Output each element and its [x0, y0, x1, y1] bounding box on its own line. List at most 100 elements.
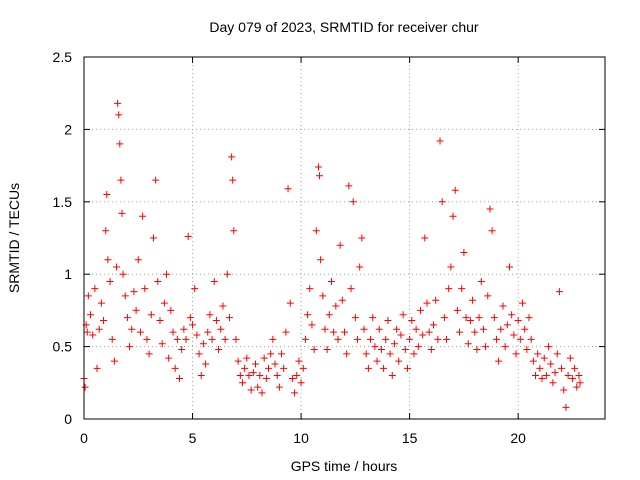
y-tick-label: 1 — [64, 266, 72, 282]
data-point — [371, 343, 379, 351]
data-point — [367, 335, 375, 343]
data-point — [238, 379, 246, 387]
data-point — [197, 372, 205, 380]
data-point — [103, 191, 111, 199]
y-tick-label: 0.5 — [53, 339, 73, 355]
data-point — [458, 285, 466, 293]
data-point — [81, 383, 89, 391]
grid-lines — [84, 57, 605, 419]
data-point — [97, 299, 105, 307]
data-point — [316, 172, 324, 180]
data-point — [110, 357, 118, 365]
data-point — [358, 234, 366, 242]
data-point — [282, 328, 290, 336]
data-point — [91, 285, 99, 293]
data-point — [208, 335, 216, 343]
data-point — [119, 270, 127, 278]
data-point — [260, 354, 268, 362]
data-point — [388, 372, 396, 380]
y-axis-label: SRMTID / TECUs — [6, 183, 22, 293]
chart-title: Day 079 of 2023, SRMTID for receiver chu… — [209, 19, 479, 35]
data-point — [118, 209, 126, 217]
data-point — [451, 186, 459, 194]
data-point — [327, 277, 335, 285]
data-point — [191, 285, 199, 293]
data-point — [204, 328, 212, 336]
data-point — [403, 364, 411, 372]
plot-frame — [83, 56, 606, 420]
data-point — [456, 328, 464, 336]
data-point — [425, 328, 433, 336]
data-point — [145, 350, 153, 358]
data-point — [229, 176, 237, 184]
data-point — [538, 374, 546, 382]
data-point — [147, 311, 155, 319]
data-point — [243, 354, 251, 362]
data-point — [310, 345, 318, 353]
data-point — [523, 345, 531, 353]
data-point — [308, 321, 316, 329]
data-point — [319, 292, 327, 300]
data-point — [221, 335, 229, 343]
data-point — [258, 389, 266, 397]
data-point — [438, 198, 446, 206]
data-point — [173, 335, 181, 343]
data-point — [547, 360, 555, 368]
axis-ticks: 0 5 10 15 20 0 0.5 1 1.5 2 2.5 — [53, 49, 605, 446]
data-point — [488, 227, 496, 235]
data-point — [351, 314, 359, 322]
data-point — [312, 227, 320, 235]
data-point — [169, 328, 177, 336]
data-point — [100, 317, 108, 325]
data-point — [390, 340, 398, 348]
data-point — [132, 306, 140, 314]
data-point — [134, 256, 142, 264]
data-point — [332, 302, 340, 310]
data-point — [271, 360, 279, 368]
data-point — [395, 357, 403, 365]
data-point — [575, 372, 583, 380]
data-point — [206, 311, 214, 319]
x-tick-label: 15 — [402, 430, 418, 446]
data-point — [516, 335, 524, 343]
data-point — [245, 372, 253, 380]
data-point — [399, 311, 407, 319]
data-point — [558, 364, 566, 372]
data-point — [232, 335, 240, 343]
data-point — [160, 299, 168, 307]
data-point — [576, 379, 584, 387]
data-point — [427, 345, 435, 353]
data-point — [143, 335, 151, 343]
data-point — [156, 317, 164, 325]
data-point — [336, 241, 344, 249]
data-point — [234, 357, 242, 365]
data-points — [80, 99, 584, 411]
data-point — [323, 345, 331, 353]
data-point — [397, 331, 405, 339]
data-point — [193, 331, 201, 339]
data-point — [341, 328, 348, 336]
data-point — [542, 372, 550, 380]
data-point — [291, 389, 299, 397]
data-point — [178, 345, 186, 353]
data-point — [123, 314, 131, 322]
data-point — [432, 296, 440, 304]
data-point — [108, 335, 116, 343]
data-point — [314, 163, 322, 171]
data-point — [443, 335, 451, 343]
data-point — [568, 374, 576, 382]
data-point — [210, 277, 218, 285]
data-point — [571, 364, 579, 372]
data-point — [436, 137, 444, 145]
data-point — [102, 227, 110, 235]
data-point — [440, 314, 448, 322]
data-point — [152, 176, 160, 184]
data-point — [560, 386, 568, 394]
data-point — [295, 357, 303, 365]
data-point — [306, 285, 314, 293]
data-point — [114, 99, 122, 107]
data-point — [165, 354, 173, 362]
data-point — [130, 288, 138, 296]
data-point — [249, 369, 257, 377]
data-point — [288, 374, 296, 382]
